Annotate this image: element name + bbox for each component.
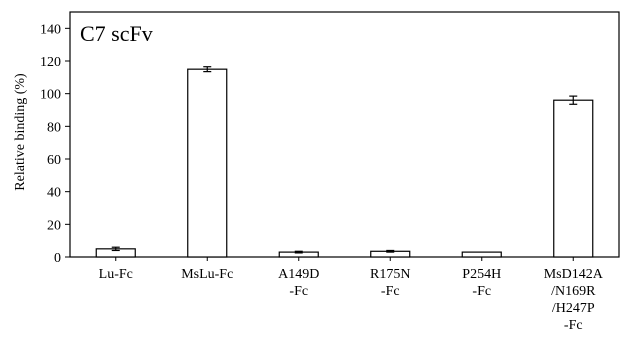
x-tick-label-line: MsD142A	[544, 267, 604, 282]
y-tick-label: 60	[47, 153, 61, 168]
x-tick-label: Lu-Fc	[99, 267, 133, 282]
x-tick-label-line: MsLu-Fc	[181, 267, 233, 282]
x-tick-label-line: A149D	[278, 267, 319, 282]
x-tick-label-line: P254H	[462, 267, 501, 282]
x-tick-label-line: /N169R	[551, 284, 596, 299]
x-tick-label: MsLu-Fc	[181, 267, 233, 282]
x-tick-label: P254H -Fc	[462, 267, 501, 299]
x-tick-label-line: -Fc	[564, 318, 583, 333]
x-tick-label: R175N -Fc	[370, 267, 410, 299]
chart-title: C7 scFv	[80, 21, 153, 46]
x-tick-label-line: -Fc	[472, 284, 491, 299]
x-tick-label-line: -Fc	[381, 284, 400, 299]
y-tick-label: 140	[40, 22, 61, 37]
bar	[553, 99, 594, 258]
bars-group	[95, 66, 594, 258]
y-tick-label: 0	[54, 251, 61, 266]
bar	[187, 68, 228, 258]
y-axis-label: Relative binding (%)	[13, 73, 28, 191]
x-tick-label: A149D -Fc	[278, 267, 319, 299]
y-tick-label: 100	[40, 88, 61, 103]
x-tick-label-line: R175N	[370, 267, 410, 282]
y-tick-label: 80	[47, 120, 61, 135]
x-tick-label-line: /H247P	[552, 301, 595, 316]
chart-frame	[69, 11, 620, 258]
y-tick-label: 40	[47, 186, 61, 201]
y-tick-label: 120	[40, 55, 61, 70]
y-axis: 0 20 40 60 80 100 120 140	[40, 22, 70, 266]
y-tick-label: 20	[47, 218, 61, 233]
x-tick-label-line: -Fc	[289, 284, 308, 299]
bar	[461, 251, 502, 258]
plot-border	[69, 11, 620, 258]
x-tick-label-line: Lu-Fc	[99, 267, 133, 282]
x-tick-label: MsD142A/N169R/H247P -Fc	[544, 267, 604, 333]
